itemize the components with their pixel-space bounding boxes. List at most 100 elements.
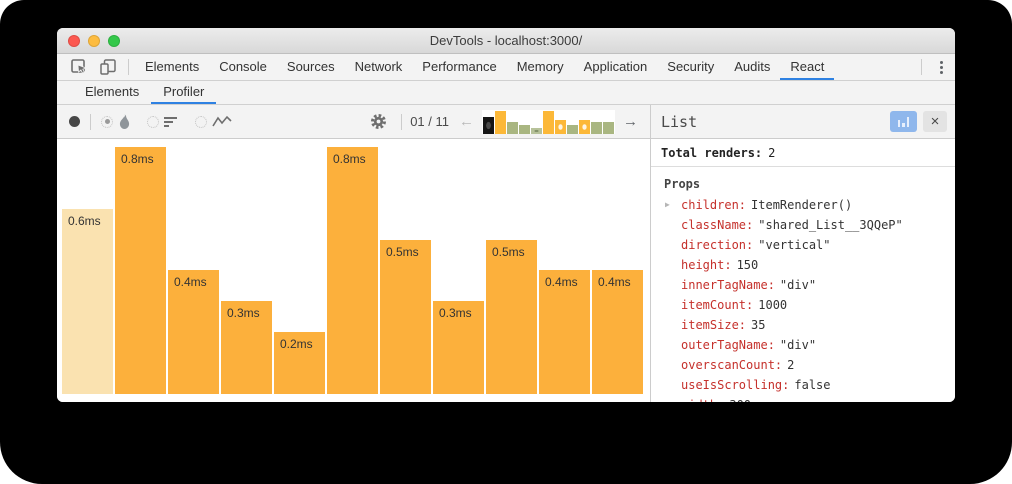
interactions-radio[interactable] <box>195 115 207 128</box>
divider <box>128 59 129 75</box>
commit-bar-5[interactable]: 0.2ms <box>274 332 325 394</box>
tab-react[interactable]: React <box>780 54 835 80</box>
mini-snapshot-bar-3[interactable] <box>507 121 518 134</box>
traffic-lights <box>68 28 120 53</box>
more-options-icon[interactable] <box>928 54 955 80</box>
zoom-window-button[interactable] <box>108 34 120 47</box>
commit-bar-3[interactable]: 0.4ms <box>168 270 219 394</box>
prop-value: 1000 <box>758 298 788 312</box>
tab-sources[interactable]: Sources <box>286 58 335 74</box>
component-details-pane: List × Total renders: 2 Props ▶ children:… <box>651 105 955 402</box>
mini-snapshot-bar-11[interactable] <box>603 121 614 134</box>
prop-key: height: <box>681 258 732 272</box>
view-component-chart-button[interactable] <box>890 111 917 132</box>
prop-key: innerTagName: <box>681 278 775 292</box>
render-duration-bar-chart: 0.6ms 0.8ms 0.4ms 0.3ms 0.2ms 0.8ms 0.5ms 0.3ms… <box>57 139 650 402</box>
component-header: List × <box>651 105 955 139</box>
tab-audits[interactable]: Audits <box>734 58 771 74</box>
commit-bar-7[interactable]: 0.5ms <box>380 240 431 394</box>
ranked-chart-icon[interactable] <box>164 116 179 128</box>
prop-value: "div" <box>779 278 817 292</box>
mini-snapshot-bar-7[interactable] <box>555 119 566 134</box>
flame-icon[interactable] <box>118 114 131 129</box>
prop-value: 2 <box>787 358 795 372</box>
tab-security[interactable]: Security <box>667 58 715 74</box>
bar-duration-label: 0.5ms <box>386 245 419 259</box>
record-button[interactable] <box>69 116 80 127</box>
prop-row-width: width: 300 <box>664 395 955 402</box>
bar-duration-label: 0.4ms <box>545 275 578 289</box>
bar-duration-label: 0.4ms <box>174 275 207 289</box>
mini-snapshot-bar-5[interactable] <box>531 127 542 134</box>
bar-duration-label: 0.2ms <box>280 337 313 351</box>
expand-arrow-icon[interactable]: ▶ <box>665 200 670 209</box>
tab-memory[interactable]: Memory <box>516 58 564 74</box>
mini-snapshot-bar-4[interactable] <box>519 124 530 134</box>
close-window-button[interactable] <box>68 34 80 47</box>
prop-row-useIsScrolling: useIsScrolling: false <box>664 375 955 395</box>
bar-duration-label: 0.3ms <box>439 306 472 320</box>
next-snapshot-arrow[interactable]: → <box>623 113 638 130</box>
bar-duration-label: 0.3ms <box>227 306 260 320</box>
bar-duration-label: 0.8ms <box>333 152 366 166</box>
prop-row-outerTagName: outerTagName: "div" <box>664 335 955 355</box>
devtools-window: DevTools - localhost:3000/ Elements Conso… <box>57 28 955 402</box>
bar-duration-label: 0.6ms <box>68 214 101 228</box>
inspect-element-icon[interactable] <box>65 54 94 80</box>
window-title: DevTools - localhost:3000/ <box>429 33 583 48</box>
prop-row-height: height: 150 <box>664 255 955 275</box>
prop-value: false <box>794 378 831 392</box>
gear-icon[interactable] <box>364 113 393 130</box>
prop-key: itemCount: <box>681 298 754 312</box>
commit-bar-9[interactable]: 0.5ms <box>486 240 537 394</box>
profiler-pane: 01 / 11 ← → 0.6ms 0.8ms 0.4ms 0.3ms 0.2ms 0.8… <box>57 105 651 402</box>
profiler-toolbar: 01 / 11 ← → <box>57 105 650 139</box>
mini-snapshot-bar-9[interactable] <box>579 119 590 134</box>
prop-value: 150 <box>736 258 759 272</box>
device-toolbar-icon[interactable] <box>94 54 122 80</box>
commit-bar-10[interactable]: 0.4ms <box>539 270 590 394</box>
total-renders-value: 2 <box>768 145 776 160</box>
mini-snapshot-bar-1[interactable] <box>483 116 494 134</box>
mini-snapshot-bar-10[interactable] <box>591 121 602 134</box>
tab-console[interactable]: Console <box>219 58 267 74</box>
bar-duration-label: 0.5ms <box>492 245 525 259</box>
commit-bar-1[interactable]: 0.6ms <box>62 209 113 394</box>
prop-key: itemSize: <box>681 318 747 332</box>
prop-row-overscanCount: overscanCount: 2 <box>664 355 955 375</box>
prop-row-className: className: "shared_List__3QQeP" <box>664 215 955 235</box>
divider <box>921 59 922 75</box>
prop-row-children: ▶ children: ItemRenderer() <box>664 195 955 215</box>
prop-value: 35 <box>751 318 766 332</box>
prop-row-innerTagName: innerTagName: "div" <box>664 275 955 295</box>
mini-snapshot-bar-2[interactable] <box>495 110 506 134</box>
snapshot-mini-chart <box>482 109 615 134</box>
prop-value: "shared_List__3QQeP" <box>758 218 903 232</box>
tab-network[interactable]: Network <box>354 58 403 74</box>
interactions-chart-icon[interactable] <box>212 115 232 128</box>
ranked-radio[interactable] <box>147 115 159 128</box>
commit-bar-8[interactable]: 0.3ms <box>433 301 484 394</box>
sub-tab-profiler[interactable]: Profiler <box>151 81 217 104</box>
tab-performance[interactable]: Performance <box>422 58 497 74</box>
react-sub-tab-bar: Elements Profiler <box>57 81 955 105</box>
mini-snapshot-bar-6[interactable] <box>543 110 554 134</box>
props-heading: Props <box>664 177 701 191</box>
main-tab-list: Elements Console Sources Network Performance… <box>135 54 835 80</box>
flamegraph-radio[interactable] <box>101 115 113 128</box>
total-renders-label: Total renders: <box>661 145 763 160</box>
close-icon[interactable]: × <box>923 111 947 132</box>
prop-value: "div" <box>779 338 817 352</box>
previous-snapshot-arrow[interactable]: ← <box>459 113 474 130</box>
tab-elements[interactable]: Elements <box>145 58 200 74</box>
tab-application[interactable]: Application <box>583 58 648 74</box>
sub-tab-elements[interactable]: Elements <box>85 84 140 99</box>
commit-bar-2[interactable]: 0.8ms <box>115 147 166 394</box>
mini-snapshot-bar-8[interactable] <box>567 124 578 134</box>
commit-bar-11[interactable]: 0.4ms <box>592 270 643 394</box>
sub-tab-list: Elements Profiler <box>73 81 217 104</box>
commit-bar-6[interactable]: 0.8ms <box>327 147 378 394</box>
minimize-window-button[interactable] <box>88 34 100 47</box>
commit-bar-4[interactable]: 0.3ms <box>221 301 272 394</box>
